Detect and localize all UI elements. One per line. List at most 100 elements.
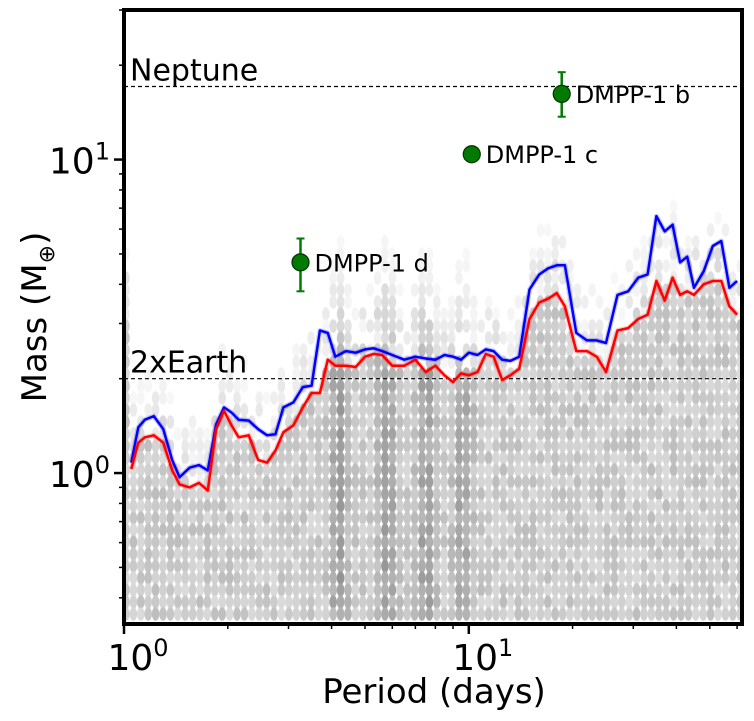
density-cell [544,499,552,513]
density-cell [270,499,278,513]
density-cell [211,499,219,513]
density-cell [381,427,389,441]
density-cell [225,583,234,597]
density-cell [396,427,404,441]
density-cell [573,439,582,453]
density-cell [729,595,737,609]
density-cell [647,367,656,381]
density-cell [455,463,463,477]
density-cell [551,295,559,309]
density-cell [521,547,530,561]
density-cell [729,523,737,537]
density-cell [618,547,626,561]
density-cell [447,451,456,465]
density-cell [536,379,545,393]
density-cell [218,595,226,609]
density-cell [403,595,412,609]
density-cell [662,403,670,417]
density-cell [292,535,301,549]
density-cell [647,595,656,609]
density-cell [166,391,175,405]
density-cell [477,547,486,561]
density-cell [151,523,160,537]
density-cell [618,391,626,405]
density-cell [662,331,670,345]
density-cell [462,403,471,417]
density-cell [499,547,508,561]
density-cell [151,463,160,477]
density-cell [610,271,619,285]
density-cell [595,343,604,357]
density-cell [418,331,426,345]
density-cell [699,379,707,393]
density-cell [174,487,182,501]
density-cell [344,523,352,537]
density-cell [669,607,678,621]
density-cell [188,499,197,513]
density-cell [166,415,175,429]
density-cell [603,403,611,417]
density-cell [425,439,434,453]
density-cell [536,607,545,621]
density-cell [203,559,212,573]
density-cell [433,403,441,417]
density-cell [669,475,678,489]
density-cell [381,487,389,501]
density-cell [285,511,293,525]
density-cell [181,547,189,561]
density-cell [699,403,707,417]
density-cell [632,511,641,525]
density-cell [329,295,338,309]
density-cell [159,463,167,477]
density-cell [551,535,559,549]
density-cell [706,571,715,585]
density-cell [640,547,648,561]
density-cell [366,439,375,453]
density-cell [595,595,604,609]
density-cell [573,463,582,477]
density-cell [462,559,471,573]
density-cell [507,463,515,477]
density-cell [655,439,663,453]
density-cell [262,511,271,525]
density-cell [462,391,471,405]
density-cell [307,571,315,585]
density-cell [440,487,449,501]
density-cell [144,499,152,513]
density-cell [277,559,286,573]
density-cell [329,259,338,273]
density-cell [285,487,293,501]
density-cell [699,427,707,441]
density-cell [344,547,352,561]
density-cell [610,523,619,537]
density-cell [699,607,707,621]
density-cell [655,463,663,477]
density-cell [699,535,707,549]
density-cell [662,595,670,609]
density-cell [277,379,286,393]
density-cell [655,235,663,249]
density-cell [721,379,730,393]
density-cell [336,583,345,597]
density-cell [277,535,286,549]
density-cell [684,343,693,357]
density-cell [692,607,700,621]
density-cell [307,511,315,525]
density-cell [640,475,648,489]
density-cell [588,523,596,537]
density-cell [329,475,338,489]
density-cell [240,451,249,465]
density-cell [632,499,641,513]
density-cell [307,583,315,597]
density-cell [351,475,360,489]
density-cell [729,319,737,333]
density-cell [499,499,508,513]
density-cell [677,535,685,549]
density-cell [359,523,367,537]
density-cell [714,379,722,393]
density-cell [536,307,545,321]
density-cell [603,307,611,321]
density-cell [536,523,545,537]
density-cell [692,247,700,261]
density-cell [203,487,212,501]
